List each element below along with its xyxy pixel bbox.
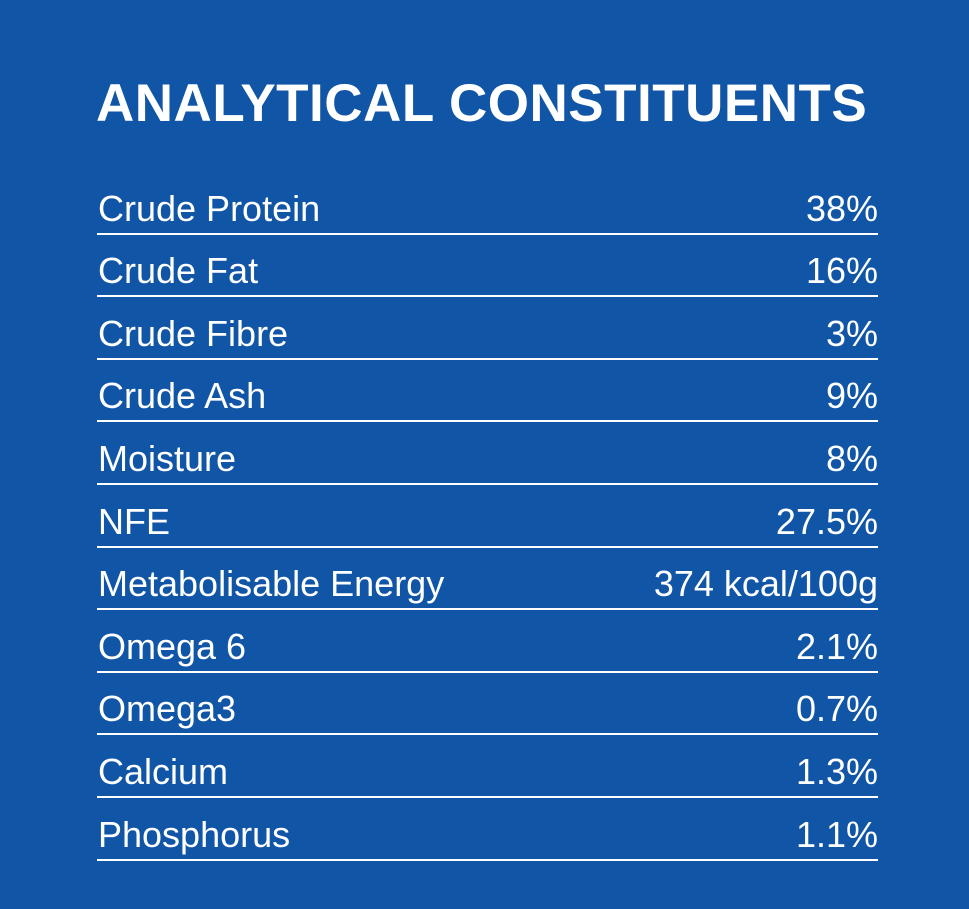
constituent-row: Crude Ash 9%	[97, 360, 878, 423]
constituent-value: 1.1%	[795, 813, 878, 855]
constituent-label: Omega3	[98, 688, 237, 730]
constituent-value: 374 kcal/100g	[653, 563, 878, 605]
constituent-row: Omega3 0.7%	[97, 673, 878, 736]
constituent-row: Metabolisable Energy 374 kcal/100g	[97, 548, 878, 611]
constituent-row: Crude Fat 16%	[97, 235, 878, 298]
constituent-row: Crude Fibre 3%	[97, 297, 878, 360]
constituent-value: 9%	[825, 375, 878, 417]
constituent-label: Metabolisable Energy	[98, 563, 445, 605]
constituent-label: Crude Protein	[98, 187, 321, 229]
constituent-value: 27.5%	[775, 500, 878, 542]
constituent-row: Omega 6 2.1%	[97, 610, 878, 673]
constituent-row: Calcium 1.3%	[97, 735, 878, 798]
constituent-value: 1.3%	[795, 750, 878, 792]
constituent-row: Moisture 8%	[97, 422, 878, 485]
constituent-label: Crude Fibre	[98, 312, 289, 354]
constituent-row: NFE 27.5%	[97, 485, 878, 548]
panel-title: ANALYTICAL CONSTITUENTS	[96, 74, 868, 133]
constituent-value: 2.1%	[795, 625, 878, 667]
constituent-label: Crude Fat	[98, 250, 259, 292]
constituent-label: NFE	[98, 500, 170, 542]
constituent-label: Crude Ash	[98, 375, 267, 417]
constituent-value: 38%	[805, 187, 878, 229]
constituent-row: Phosphorus 1.1%	[97, 798, 878, 861]
constituent-row: Crude Protein 38%	[97, 172, 878, 235]
constituent-label: Calcium	[98, 750, 229, 792]
constituent-value: 16%	[805, 250, 878, 292]
constituent-value: 0.7%	[795, 688, 878, 730]
constituents-table: Crude Protein 38% Crude Fat 16% Crude Fi…	[97, 172, 878, 861]
constituent-label: Omega 6	[98, 625, 247, 667]
constituent-value: 8%	[825, 437, 878, 479]
constituent-label: Phosphorus	[98, 813, 291, 855]
constituent-value: 3%	[825, 312, 878, 354]
constituent-label: Moisture	[98, 437, 237, 479]
